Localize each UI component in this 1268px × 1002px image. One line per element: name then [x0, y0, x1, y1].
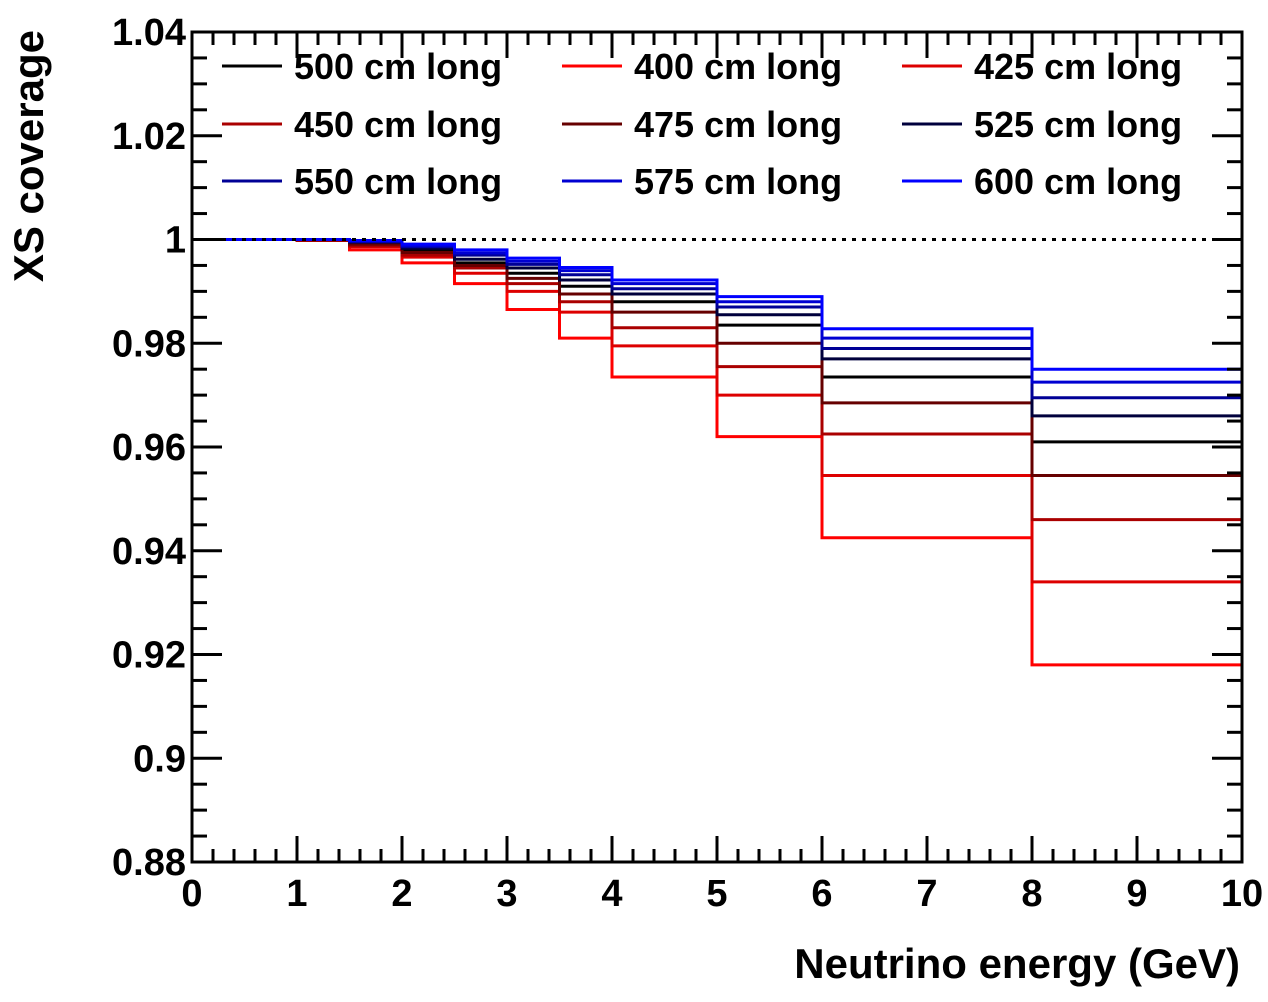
legend-label: 575 cm long	[634, 161, 842, 202]
y-tick-label: 0.9	[133, 738, 186, 780]
legend-label: 600 cm long	[974, 161, 1182, 202]
y-tick-label: 0.94	[112, 531, 186, 573]
y-tick-label: 0.92	[112, 635, 186, 677]
y-tick-label: 0.98	[112, 323, 186, 365]
legend: 500 cm long 400 cm long 425 cm long 450 cm …	[222, 46, 1182, 202]
y-tick-label: 0.88	[112, 842, 186, 884]
x-tick-label: 9	[1126, 873, 1147, 915]
y-tick-label: 1.04	[112, 12, 186, 54]
legend-item: 500 cm long	[222, 46, 502, 87]
y-tick-label: 0.96	[112, 427, 186, 469]
legend-item: 475 cm long	[562, 104, 842, 145]
legend-item: 600 cm long	[902, 161, 1182, 202]
x-tick-label: 1	[286, 873, 307, 915]
y-tick-label: 1.02	[112, 116, 186, 158]
x-tick-label: 10	[1221, 873, 1263, 915]
legend-label: 525 cm long	[974, 104, 1182, 145]
legend-item: 400 cm long	[562, 46, 842, 87]
legend-label: 500 cm long	[294, 46, 502, 87]
x-tick-label: 3	[496, 873, 517, 915]
legend-label: 450 cm long	[294, 104, 502, 145]
legend-label: 425 cm long	[974, 46, 1182, 87]
legend-item: 450 cm long	[222, 104, 502, 145]
x-tick-labels: 0 1 2 3 4 5 6 7 8 9 10	[181, 873, 1263, 915]
x-tick-label: 2	[391, 873, 412, 915]
legend-item: 550 cm long	[222, 161, 502, 202]
legend-item: 425 cm long	[902, 46, 1182, 87]
x-tick-label: 6	[811, 873, 832, 915]
y-axis-label: XS coverage	[5, 30, 52, 282]
x-tick-label: 7	[916, 873, 937, 915]
legend-item: 525 cm long	[902, 104, 1182, 145]
y-tick-label: 1	[165, 220, 186, 262]
x-tick-label: 8	[1021, 873, 1042, 915]
legend-item: 575 cm long	[562, 161, 842, 202]
x-tick-label: 5	[706, 873, 727, 915]
legend-label: 475 cm long	[634, 104, 842, 145]
x-tick-label: 0	[181, 873, 202, 915]
y-tick-labels: 0.88 0.9 0.92 0.94 0.96 0.98 1 1.02 1.04	[112, 12, 186, 884]
legend-label: 550 cm long	[294, 161, 502, 202]
x-axis-label: Neutrino energy (GeV)	[794, 940, 1240, 987]
x-tick-label: 4	[601, 873, 622, 915]
plot-frame	[190, 30, 1244, 864]
legend-label: 400 cm long	[634, 46, 842, 87]
